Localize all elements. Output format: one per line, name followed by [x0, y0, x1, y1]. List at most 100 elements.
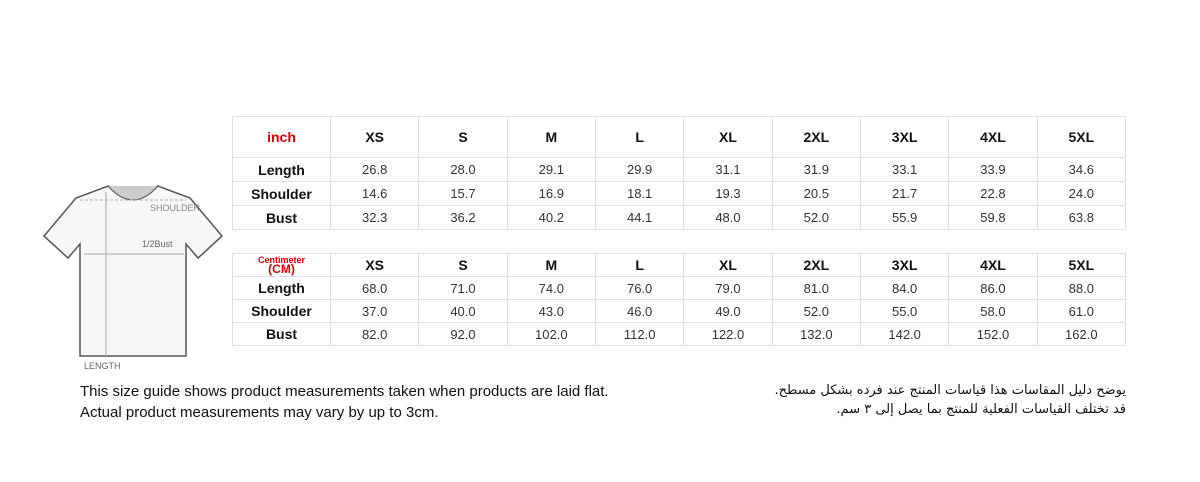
note-ar: قد تختلف القياسات الفعلية للمنتج بما يصل… [836, 402, 1126, 417]
cell: 40.2 [506, 205, 596, 230]
row-label: Shoulder [232, 299, 331, 323]
cell: 37.0 [329, 299, 420, 323]
cell: 52.0 [771, 299, 861, 323]
row-label: Length [232, 276, 331, 300]
cell: 18.1 [594, 181, 685, 206]
cell: 132.0 [771, 322, 861, 346]
cell: 88.0 [1036, 276, 1127, 300]
cell: 79.0 [683, 276, 773, 300]
data-row: Length 26.8 28.0 29.1 29.9 31.1 31.9 33.1 33.9 34… [232, 157, 1127, 182]
cell: 76.0 [594, 276, 685, 300]
cell: 40.0 [418, 299, 508, 323]
size-header: 3XL [859, 253, 950, 277]
size-header: XL [683, 116, 773, 158]
cell: 21.7 [859, 181, 950, 206]
cell: 61.0 [1036, 299, 1127, 323]
cell: 34.6 [1036, 157, 1127, 182]
cm-table: Centimeter (CM) XS S M L XL 2XL 3XL 4XL 5XL Length 6… [232, 253, 1127, 346]
cell: 36.2 [418, 205, 508, 230]
cell: 82.0 [329, 322, 420, 346]
unit-cell: inch [232, 116, 331, 158]
cell: 112.0 [594, 322, 685, 346]
cell: 46.0 [594, 299, 685, 323]
cell: 142.0 [859, 322, 950, 346]
cell: 48.0 [683, 205, 773, 230]
row-label: Bust [232, 205, 331, 230]
size-header: S [418, 116, 508, 158]
header-row: Centimeter (CM) XS S M L XL 2XL 3XL 4XL 5XL [232, 253, 1127, 277]
cell: 14.6 [329, 181, 420, 206]
unit-label: Centimeter [257, 255, 305, 265]
cell: 29.9 [594, 157, 685, 182]
data-row: Bust 32.3 36.2 40.2 44.1 48.0 52.0 55.9 59.8 63.8 [232, 205, 1127, 230]
note-ar: يوضح دليل المقاسات هذا قياسات المنتج عند… [774, 383, 1126, 398]
cell: 71.0 [418, 276, 508, 300]
size-header: M [506, 116, 596, 158]
cell: 28.0 [418, 157, 508, 182]
cell: 84.0 [859, 276, 950, 300]
header-row: inch XS S M L XL 2XL 3XL 4XL 5XL [232, 116, 1127, 158]
data-row: Length 68.0 71.0 74.0 76.0 79.0 81.0 84.0 86.0 88… [232, 276, 1127, 300]
size-header: 3XL [859, 116, 950, 158]
cell: 55.9 [859, 205, 950, 230]
size-header: 2XL [771, 253, 861, 277]
cell: 58.0 [948, 299, 1038, 323]
cell: 49.0 [683, 299, 773, 323]
note-en: This size guide shows product measuremen… [80, 383, 609, 400]
bust-label: 1/2Bust [142, 239, 173, 249]
cell: 162.0 [1036, 322, 1127, 346]
data-row: Shoulder 14.6 15.7 16.9 18.1 19.3 20.5 21.7 22.8… [232, 181, 1127, 206]
size-header: M [506, 253, 596, 277]
tshirt-diagram: SHOULDER 1/2Bust LENGTH [42, 185, 224, 371]
cell: 22.8 [948, 181, 1038, 206]
cell: 33.1 [859, 157, 950, 182]
shoulder-label: SHOULDER [150, 203, 201, 213]
cell: 19.3 [683, 181, 773, 206]
data-row: Bust 82.0 92.0 102.0 112.0 122.0 132.0 142.0 152… [232, 322, 1127, 346]
cell: 29.1 [506, 157, 596, 182]
unit-sublabel: (CM) [268, 262, 295, 276]
cell: 68.0 [329, 276, 420, 300]
size-header: L [594, 116, 685, 158]
row-label: Length [232, 157, 331, 182]
unit-cell: Centimeter (CM) [232, 253, 331, 277]
cell: 81.0 [771, 276, 861, 300]
cell: 59.8 [948, 205, 1038, 230]
size-header: 5XL [1036, 253, 1127, 277]
cell: 122.0 [683, 322, 773, 346]
row-label: Shoulder [232, 181, 331, 206]
cell: 63.8 [1036, 205, 1127, 230]
cell: 44.1 [594, 205, 685, 230]
cell: 32.3 [329, 205, 420, 230]
data-row: Shoulder 37.0 40.0 43.0 46.0 49.0 52.0 55.0 58.0… [232, 299, 1127, 323]
cell: 102.0 [506, 322, 596, 346]
row-label: Bust [232, 322, 331, 346]
cell: 86.0 [948, 276, 1038, 300]
cell: 74.0 [506, 276, 596, 300]
size-header: 4XL [948, 253, 1038, 277]
cell: 26.8 [329, 157, 420, 182]
cell: 33.9 [948, 157, 1038, 182]
cell: 31.9 [771, 157, 861, 182]
note-en: Actual product measurements may vary by … [80, 404, 439, 421]
cell: 43.0 [506, 299, 596, 323]
cell: 31.1 [683, 157, 773, 182]
length-label: LENGTH [84, 361, 121, 371]
size-header: XS [329, 116, 420, 158]
cell: 52.0 [771, 205, 861, 230]
size-header: XL [683, 253, 773, 277]
size-header: L [594, 253, 685, 277]
cell: 20.5 [771, 181, 861, 206]
cell: 92.0 [418, 322, 508, 346]
cell: 16.9 [506, 181, 596, 206]
size-header: S [418, 253, 508, 277]
cell: 152.0 [948, 322, 1038, 346]
cell: 55.0 [859, 299, 950, 323]
size-header: 5XL [1036, 116, 1127, 158]
cell: 15.7 [418, 181, 508, 206]
size-header: 4XL [948, 116, 1038, 158]
size-header: 2XL [771, 116, 861, 158]
cell: 24.0 [1036, 181, 1127, 206]
